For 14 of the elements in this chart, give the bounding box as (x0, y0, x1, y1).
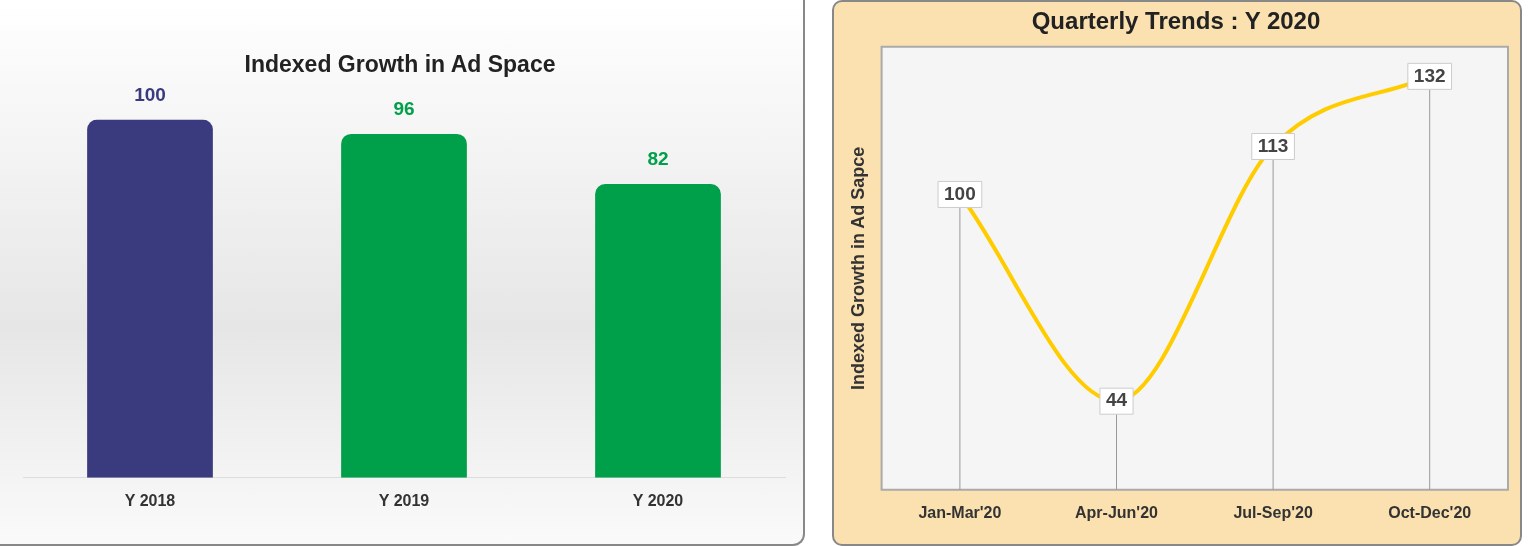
x-tick-label: Jul-Sep'20 (1233, 503, 1313, 521)
x-tick-label: Y 2019 (378, 491, 430, 509)
chart-title: Quarterly Trends : Y 2020 (1031, 7, 1321, 35)
chart-title: Indexed Growth in Ad Space (244, 51, 556, 78)
data-label: 82 (647, 148, 669, 170)
x-tick-label: Jan-Mar'20 (918, 503, 1002, 521)
x-tick-label: Oct-Dec'20 (1388, 503, 1472, 521)
y-axis-title: Indexed Growth in Ad Sapce (847, 146, 868, 390)
x-tick-label: Y 2020 (632, 491, 684, 509)
data-label: 100 (134, 83, 166, 105)
x-tick-label: Apr-Jun'20 (1075, 503, 1159, 521)
x-tick-label: Y 2018 (124, 491, 176, 509)
data-label: 96 (393, 98, 415, 120)
data-label: 44 (1105, 389, 1128, 411)
